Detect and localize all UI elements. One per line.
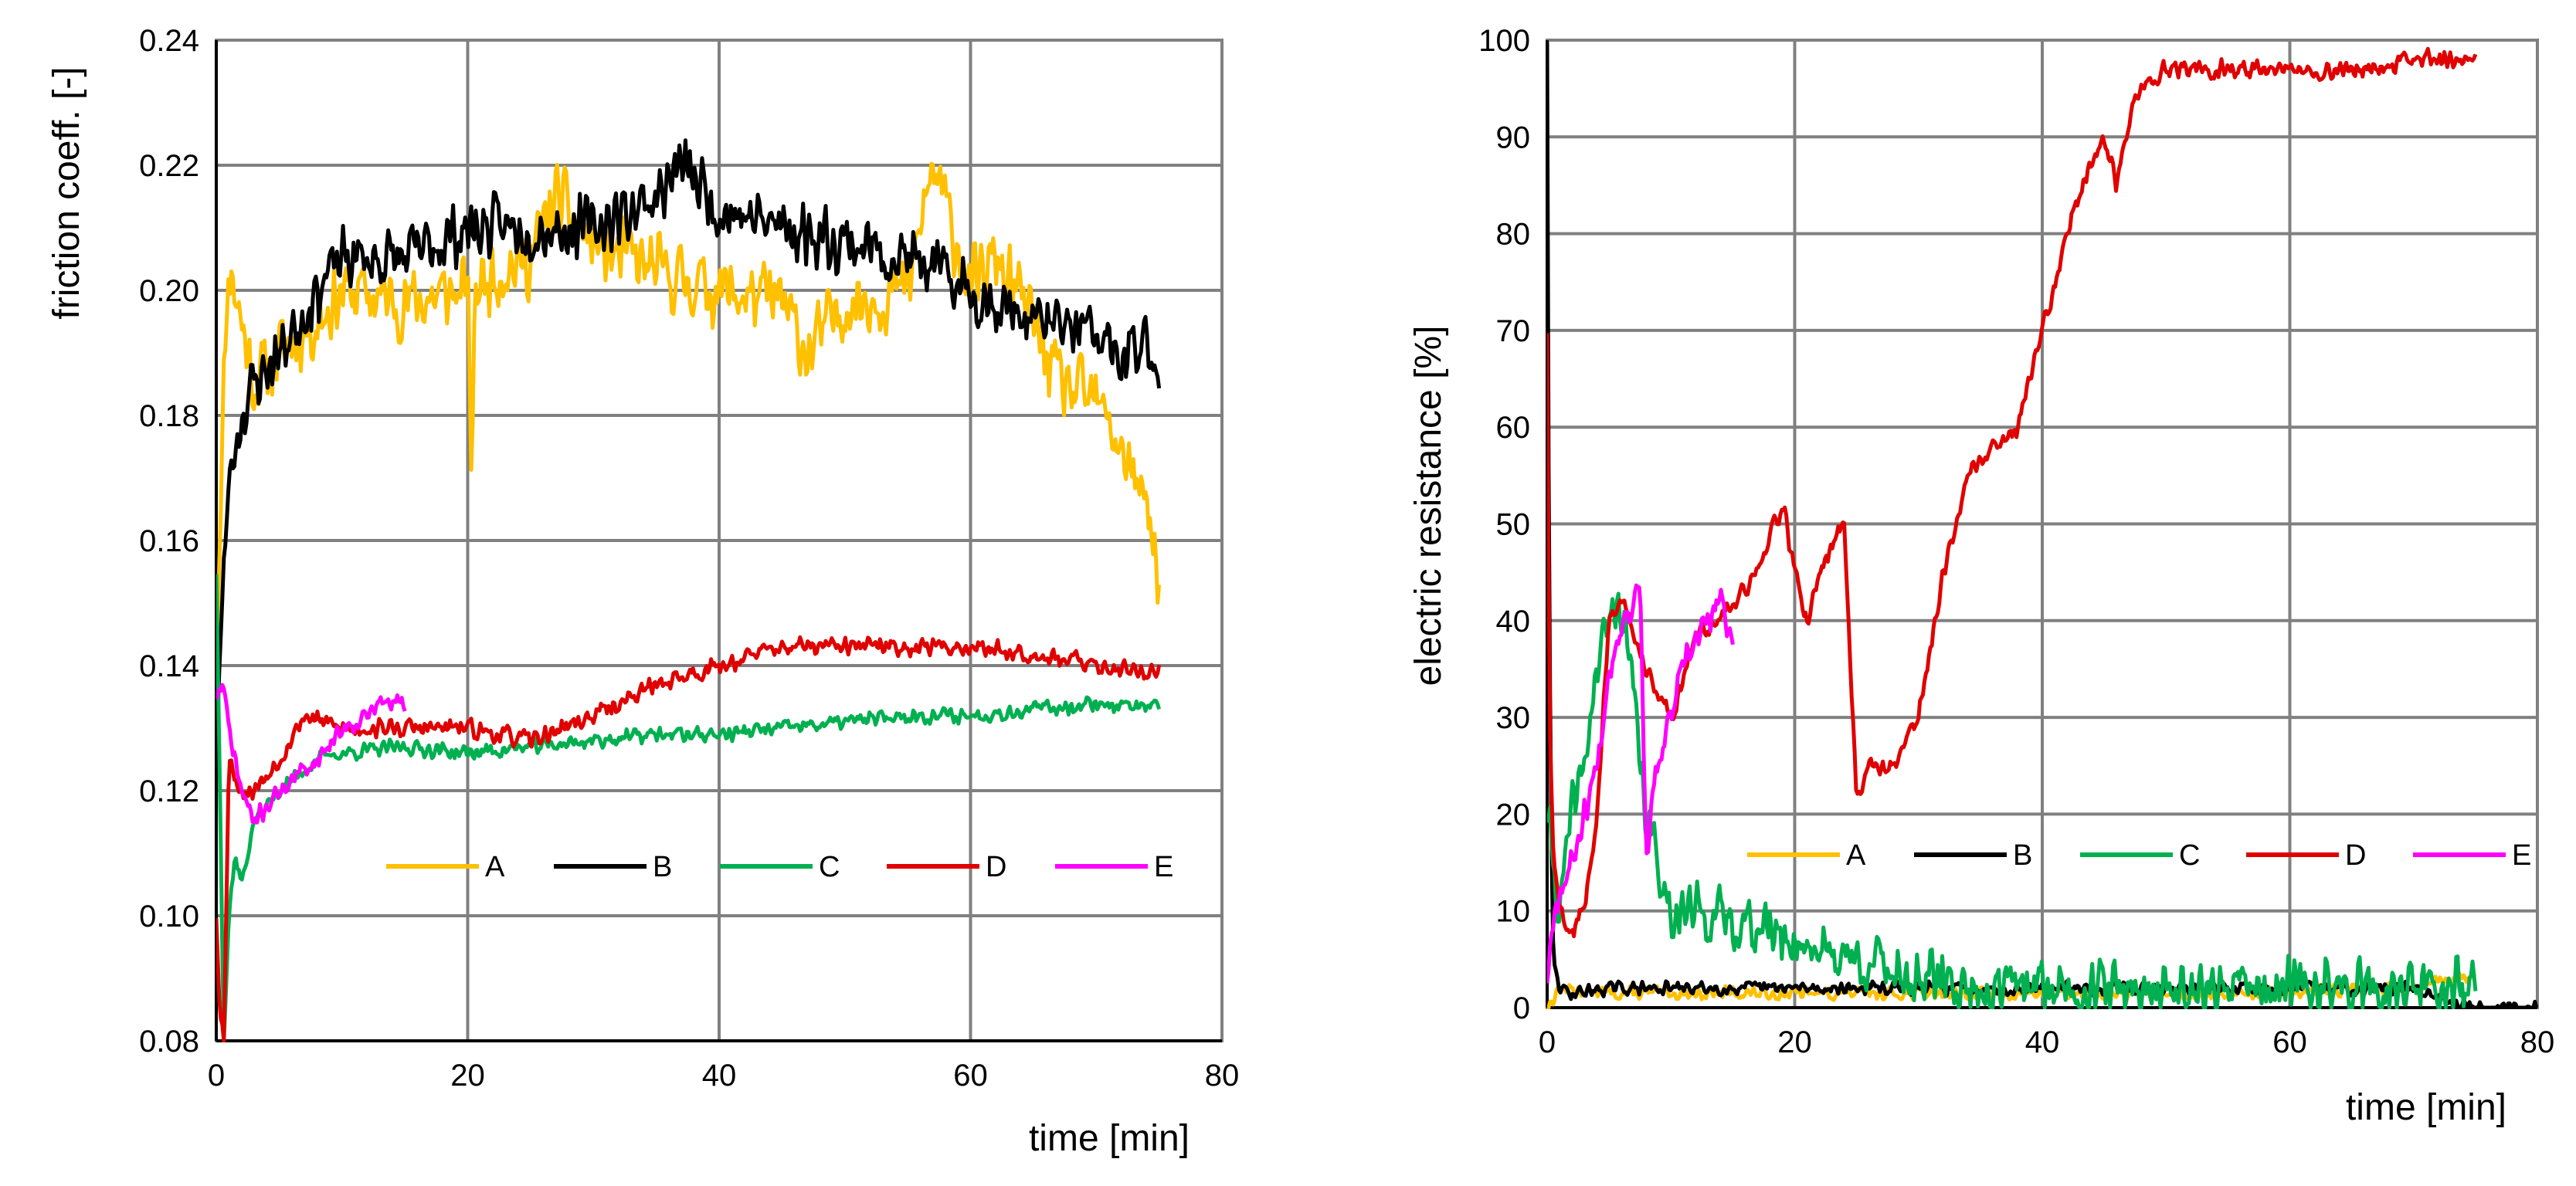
friction-ytick-label: 0.12 — [139, 774, 199, 808]
resistance-ytick-label: 60 — [1496, 411, 1531, 445]
resistance-legend-label-B: B — [2013, 839, 2032, 872]
resistance-xtick-label: 80 — [2520, 1025, 2555, 1059]
resistance-xtick-label: 60 — [2272, 1025, 2307, 1059]
friction-ylabel: friction coeff. [-] — [46, 66, 87, 319]
friction-ytick-label: 0.24 — [139, 24, 199, 58]
friction-legend-label-B: B — [653, 851, 672, 883]
friction-legend-label-E: E — [1154, 851, 1173, 883]
friction-series-C — [216, 574, 1161, 1042]
resistance-ytick-label: 90 — [1496, 120, 1531, 154]
resistance-xtick-label: 40 — [2025, 1025, 2060, 1059]
resistance-legend-label-A: A — [1846, 839, 1866, 872]
resistance-xlabel: time [min] — [2346, 1087, 2506, 1128]
friction-xtick-label: 20 — [450, 1059, 485, 1093]
resistance-ytick-label: 50 — [1496, 508, 1531, 542]
friction-xlabel: time [min] — [1029, 1118, 1190, 1159]
resistance-ytick-label: 0 — [1513, 991, 1530, 1025]
resistance-ytick-label: 10 — [1496, 895, 1531, 929]
friction-xtick-label: 40 — [702, 1059, 737, 1093]
friction-xtick-label: 60 — [953, 1059, 988, 1093]
resistance-ytick-label: 40 — [1496, 605, 1531, 639]
resistance-series-D — [1547, 46, 2478, 939]
friction-series-D — [216, 635, 1162, 1042]
friction-legend-label-D: D — [986, 851, 1006, 883]
resistance-legend-label-D: D — [2345, 839, 2366, 872]
resistance-series-E — [1547, 583, 1735, 984]
resistance-ytick-label: 80 — [1496, 218, 1531, 252]
friction-ytick-label: 0.18 — [139, 399, 199, 433]
friction-series-A — [216, 161, 1162, 677]
friction-legend-label-C: C — [819, 851, 840, 883]
resistance-ytick-label: 70 — [1496, 314, 1531, 348]
resistance-legend-label-E: E — [2512, 839, 2531, 872]
friction-ytick-label: 0.22 — [139, 149, 199, 183]
friction-xtick-label: 0 — [208, 1059, 225, 1093]
resistance-xtick-label: 20 — [1777, 1025, 1812, 1059]
friction-ytick-label: 0.16 — [139, 524, 199, 558]
resistance-legend-label-C: C — [2179, 839, 2200, 872]
friction-series-B — [216, 138, 1162, 738]
friction-xtick-label: 80 — [1205, 1059, 1240, 1093]
resistance-ylabel: electric resistance [%] — [1408, 326, 1449, 686]
resistance-chart: electric resistance [%] time [min] 0 20 40… — [1408, 24, 2554, 1128]
resistance-series-C — [1547, 591, 2478, 1009]
friction-series-E — [216, 683, 407, 825]
friction-ytick-label: 0.20 — [139, 274, 199, 308]
friction-ytick-label: 0.08 — [139, 1025, 199, 1059]
resistance-xtick-label: 0 — [1539, 1025, 1556, 1059]
resistance-ytick-label: 20 — [1496, 798, 1531, 832]
resistance-ytick-label: 30 — [1496, 701, 1531, 735]
friction-legend-label-A: A — [485, 851, 505, 883]
friction-ytick-label: 0.10 — [139, 900, 199, 934]
friction-chart: friction coeff. [-] time [min] 0 20 40 60 80… — [46, 24, 1239, 1159]
friction-ytick-label: 0.14 — [139, 649, 199, 683]
resistance-ytick-label: 100 — [1478, 24, 1530, 58]
